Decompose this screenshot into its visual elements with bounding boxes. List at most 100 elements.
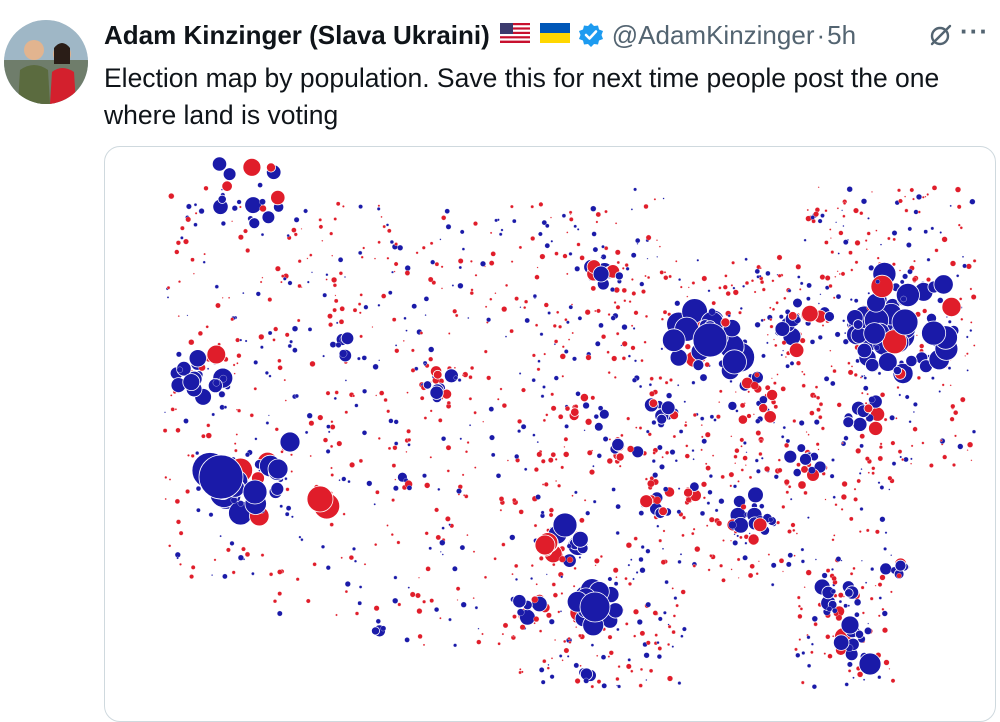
- county-bubble: [899, 269, 901, 272]
- county-bubble: [538, 667, 545, 673]
- county-bubble: [877, 675, 882, 680]
- county-bubble: [598, 322, 604, 329]
- county-bubble: [854, 260, 859, 265]
- county-bubble: [657, 646, 663, 651]
- county-bubble: [439, 238, 442, 241]
- county-bubble: [330, 466, 333, 470]
- county-bubble: [354, 403, 359, 408]
- county-bubble: [283, 378, 286, 382]
- county-bubble: [725, 291, 731, 297]
- county-bubble: [660, 400, 676, 416]
- county-bubble: [422, 380, 433, 390]
- county-bubble: [635, 238, 641, 244]
- county-bubble: [933, 274, 954, 295]
- county-bubble: [470, 260, 473, 263]
- county-bubble: [538, 202, 544, 207]
- county-bubble: [714, 508, 719, 513]
- county-bubble: [773, 404, 778, 409]
- county-bubble: [792, 297, 803, 309]
- county-bubble: [546, 666, 550, 670]
- timestamp[interactable]: 5h: [827, 19, 857, 50]
- county-bubble: [954, 434, 957, 438]
- county-bubble: [631, 377, 638, 383]
- county-bubble: [959, 297, 963, 301]
- county-bubble: [178, 280, 181, 284]
- county-bubble: [840, 559, 843, 562]
- county-bubble: [861, 198, 867, 205]
- county-bubble: [866, 231, 871, 236]
- author-handle[interactable]: @AdamKinzinger: [611, 19, 815, 50]
- county-bubble: [548, 512, 554, 518]
- author-name[interactable]: Adam Kinzinger (Slava Ukraini): [104, 19, 490, 50]
- county-bubble: [290, 470, 293, 473]
- county-bubble: [285, 505, 292, 511]
- county-bubble: [273, 326, 279, 332]
- grok-icon[interactable]: [928, 22, 954, 48]
- county-bubble: [231, 205, 238, 212]
- county-bubble: [691, 531, 695, 536]
- county-bubble: [344, 410, 349, 414]
- county-bubble: [337, 257, 344, 263]
- county-bubble: [434, 261, 440, 267]
- county-bubble: [906, 242, 912, 248]
- avatar[interactable]: [4, 20, 88, 104]
- county-bubble: [325, 273, 329, 277]
- county-bubble: [236, 199, 242, 205]
- county-bubble: [713, 418, 717, 422]
- county-bubble: [859, 443, 864, 449]
- tweet-media-image[interactable]: [104, 146, 996, 722]
- county-bubble: [397, 602, 402, 607]
- county-bubble: [267, 297, 273, 302]
- county-bubble: [763, 318, 766, 322]
- county-bubble: [639, 567, 646, 574]
- county-bubble: [880, 392, 886, 398]
- county-bubble: [865, 248, 868, 251]
- county-bubble: [739, 402, 746, 409]
- verified-badge-icon[interactable]: [578, 22, 604, 48]
- county-bubble: [663, 275, 669, 281]
- county-bubble: [709, 414, 715, 419]
- county-bubble: [824, 311, 835, 322]
- county-bubble: [664, 579, 669, 585]
- county-bubble: [287, 280, 293, 286]
- more-options-icon[interactable]: ···: [960, 16, 989, 46]
- county-bubble: [317, 414, 324, 421]
- county-bubble: [423, 416, 428, 420]
- county-bubble: [667, 624, 672, 629]
- county-bubble: [766, 341, 769, 345]
- county-bubble: [568, 304, 574, 310]
- county-bubble: [601, 244, 605, 249]
- county-bubble: [732, 540, 739, 546]
- county-bubble: [514, 454, 520, 459]
- county-bubble: [744, 257, 748, 261]
- county-bubble: [705, 465, 711, 471]
- county-bubble: [640, 545, 645, 549]
- county-bubble: [338, 479, 341, 482]
- county-bubble: [600, 256, 603, 259]
- county-bubble: [557, 483, 562, 488]
- county-bubble: [788, 485, 792, 489]
- county-bubble: [434, 607, 440, 613]
- county-bubble: [342, 205, 345, 208]
- county-bubble: [824, 285, 830, 290]
- county-bubble: [352, 307, 358, 313]
- county-bubble: [832, 369, 837, 374]
- county-bubble: [192, 272, 195, 275]
- county-bubble: [646, 257, 649, 260]
- county-bubble: [704, 361, 710, 368]
- county-bubble: [474, 466, 477, 469]
- county-bubble: [912, 197, 915, 201]
- county-bubble: [212, 379, 221, 387]
- county-bubble: [176, 366, 183, 373]
- county-bubble: [566, 320, 570, 325]
- county-bubble: [879, 485, 885, 490]
- county-bubble: [382, 224, 386, 229]
- county-bubble: [168, 193, 175, 200]
- county-bubble: [452, 308, 458, 314]
- county-bubble: [961, 255, 965, 258]
- county-bubble: [720, 474, 725, 480]
- county-bubble: [858, 472, 862, 475]
- county-bubble: [329, 231, 334, 236]
- county-bubble: [877, 614, 881, 618]
- county-bubble: [264, 370, 269, 375]
